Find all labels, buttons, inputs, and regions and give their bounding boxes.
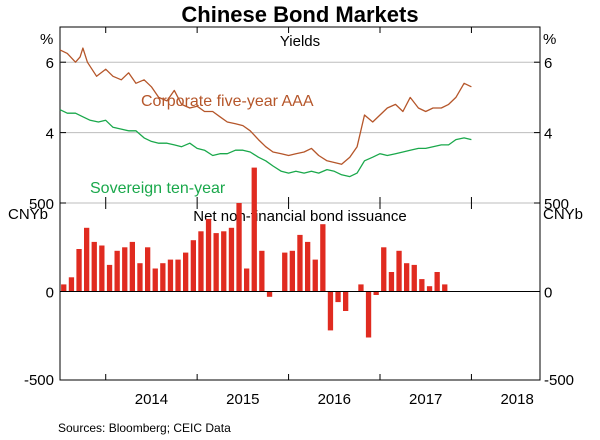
bottom-right-tick-label: 500 (544, 196, 569, 213)
issuance-bar (327, 291, 334, 331)
issuance-bar (190, 240, 196, 292)
bottom-left-unit: CNYb (8, 206, 48, 223)
top-left-tick-label: 4 (46, 126, 54, 143)
issuance-bar (76, 249, 82, 292)
issuance-bar (251, 167, 257, 292)
sovereign-series-label: Sovereign ten-year (90, 180, 226, 197)
sovereign-ten-year-line (59, 109, 472, 178)
corporate-five-year-aaa-line (59, 47, 472, 165)
issuance-bar (68, 277, 75, 292)
bottom-left-tick-label: 500 (29, 196, 54, 213)
x-tick-label: 2014 (135, 391, 168, 408)
top-y-tick-labels: 4 4 6 6 (46, 55, 553, 142)
bottom-right-tick-label: 0 (544, 285, 552, 302)
issuance-bar (388, 272, 395, 292)
top-panel-subtitle: Yields (280, 33, 320, 50)
issuance-bar (404, 263, 410, 292)
issuance-bar (282, 252, 288, 292)
top-left-tick-label: 6 (46, 55, 54, 72)
top-right-unit: % (543, 31, 556, 48)
issuance-bar (305, 241, 311, 292)
issuance-bar (114, 250, 120, 292)
corporate-series-label: Corporate five-year AAA (141, 93, 314, 110)
issuance-bar (99, 245, 105, 292)
x-tick-label: 2015 (226, 391, 259, 408)
issuance-bar (419, 279, 425, 292)
bottom-y-tick-labels: -500 -500 0 0 500 500 (24, 196, 574, 389)
issuance-bar (343, 291, 349, 311)
issuance-bar (122, 247, 128, 292)
issuance-bar (426, 286, 433, 292)
issuance-bar (358, 284, 364, 292)
x-tick-label: 2017 (409, 391, 442, 408)
issuance-bar (91, 241, 97, 292)
top-panel: Yields % % 4 46 6 Corporate five-year AAA … (40, 26, 556, 204)
issuance-bar (160, 263, 166, 292)
issuance-bar (381, 247, 387, 292)
issuance-bar (213, 233, 219, 292)
top-panel-frame (59, 26, 541, 204)
top-right-tick-label: 6 (544, 55, 552, 72)
bottom-left-tick-label: 0 (46, 285, 54, 302)
issuance-bar (61, 284, 67, 292)
issuance-bar (365, 291, 372, 338)
bottom-right-tick-label: -500 (544, 372, 574, 389)
bottom-right-unit: CNYb (543, 206, 583, 223)
issuance-bar (183, 252, 189, 292)
x-tick-label: 2018 (500, 391, 533, 408)
issuance-bar (396, 250, 402, 292)
x-tick-label: 2016 (318, 391, 351, 408)
issuance-bar (129, 241, 135, 292)
issuance-bar (137, 263, 143, 292)
issuance-bar (289, 250, 295, 292)
issuance-bar (84, 227, 90, 292)
issuance-bar (236, 203, 242, 292)
issuance-bar (152, 268, 158, 292)
issuance-bar (259, 250, 265, 292)
bottom-bar-series (61, 167, 448, 338)
bottom-panel-subtitle: Net non-financial bond issuance (193, 208, 406, 225)
issuance-bar (175, 259, 181, 292)
issuance-bar (244, 268, 250, 292)
top-gridlines (60, 61, 540, 134)
top-right-tick-label: 4 (544, 126, 552, 143)
issuance-bar (221, 231, 227, 292)
issuance-bar (335, 291, 341, 303)
issuance-bar (228, 227, 235, 292)
issuance-bar (373, 291, 379, 295)
top-line-series (59, 47, 472, 178)
issuance-bar (320, 224, 326, 292)
source-note: Sources: Bloomberg; CEIC Data (58, 421, 231, 435)
issuance-bar (145, 247, 151, 292)
x-axis: 2014 2015 2016 2017 2018 (105, 27, 534, 408)
bottom-left-tick-label: -500 (24, 372, 54, 389)
issuance-bar (442, 284, 448, 292)
issuance-bar (205, 218, 212, 292)
issuance-bar (411, 264, 417, 292)
issuance-bar (266, 291, 273, 297)
issuance-bar (167, 259, 174, 292)
issuance-bar (106, 264, 113, 292)
issuance-bar (434, 272, 440, 292)
top-left-unit: % (40, 31, 53, 48)
issuance-bar (198, 231, 204, 292)
chart-title: Chinese Bond Markets (181, 2, 418, 27)
issuance-bar (312, 259, 318, 292)
issuance-bar (297, 234, 303, 292)
bottom-panel: Net non-financial bond issuance CNYb CNY… (8, 167, 583, 389)
